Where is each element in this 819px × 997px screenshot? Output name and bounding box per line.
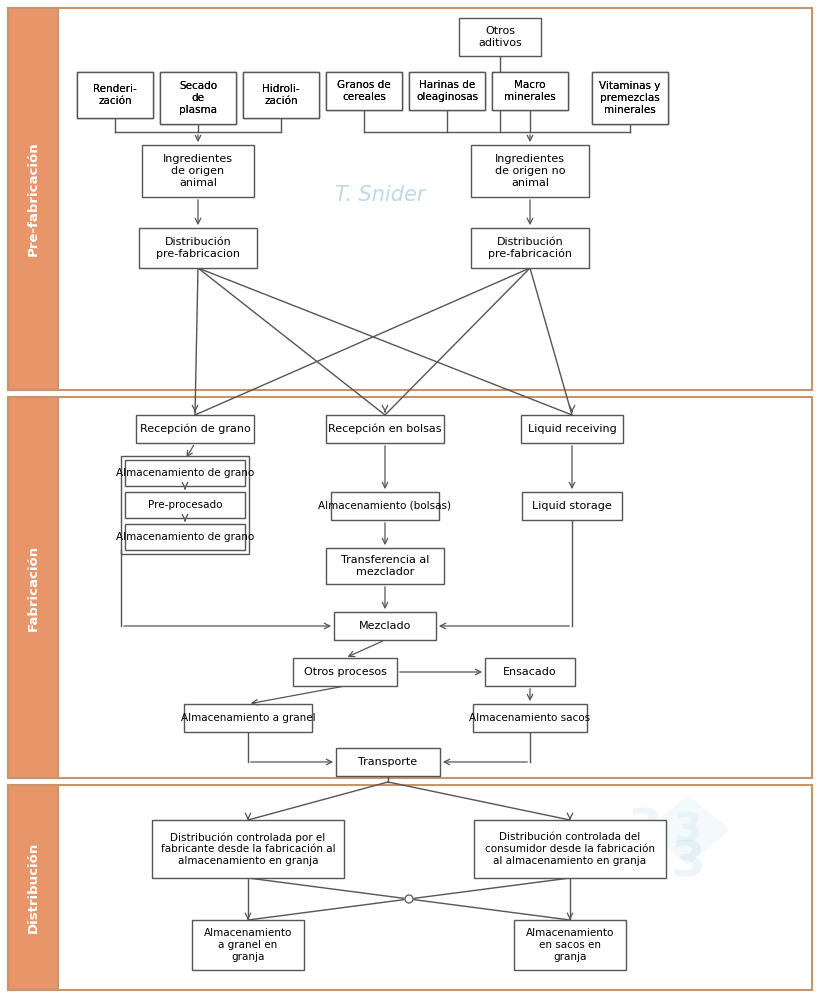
- Text: Ingredientes
de origen
animal: Ingredientes de origen animal: [163, 155, 233, 187]
- Text: Ensacado: Ensacado: [503, 667, 556, 677]
- Bar: [459, 18, 541, 56]
- Text: Renderi-
zación: Renderi- zación: [93, 84, 137, 106]
- Text: Recepción en bolsas: Recepción en bolsas: [328, 424, 441, 435]
- Text: Transferencia al
mezclador: Transferencia al mezclador: [341, 555, 428, 577]
- Text: Macro
minerales: Macro minerales: [504, 80, 555, 102]
- Bar: [292, 658, 396, 686]
- Text: Vitaminas y
premezclas
minerales: Vitaminas y premezclas minerales: [599, 82, 660, 115]
- Bar: [591, 72, 667, 124]
- Bar: [470, 145, 588, 197]
- Bar: [8, 397, 811, 778]
- Text: Macro
minerales: Macro minerales: [504, 80, 555, 102]
- Bar: [160, 72, 236, 124]
- Bar: [136, 415, 254, 443]
- Bar: [326, 415, 443, 443]
- Bar: [484, 658, 574, 686]
- Bar: [331, 492, 438, 520]
- Text: Granos de
cereales: Granos de cereales: [337, 80, 391, 102]
- Text: Almacenamiento sacos: Almacenamiento sacos: [468, 713, 590, 723]
- Bar: [8, 397, 58, 778]
- Text: Almacenamiento (bolsas): Almacenamiento (bolsas): [318, 501, 451, 511]
- Text: Harinas de
oleaginosas: Harinas de oleaginosas: [415, 80, 477, 102]
- Bar: [121, 456, 249, 554]
- Text: 3: 3: [631, 843, 658, 881]
- Text: Liquid storage: Liquid storage: [532, 501, 611, 511]
- Bar: [124, 524, 245, 550]
- Text: Granos de
cereales: Granos de cereales: [337, 80, 391, 102]
- Text: Vitaminas y
premezclas
minerales: Vitaminas y premezclas minerales: [599, 82, 660, 115]
- Bar: [522, 492, 622, 520]
- Text: Almacenamiento de grano: Almacenamiento de grano: [115, 468, 254, 478]
- Bar: [183, 704, 311, 732]
- Bar: [326, 72, 401, 110]
- Text: Harinas de
oleaginosas: Harinas de oleaginosas: [415, 80, 477, 102]
- Bar: [8, 8, 811, 390]
- Bar: [333, 612, 436, 640]
- Bar: [8, 785, 58, 990]
- Bar: [242, 72, 319, 118]
- Text: Pre-procesado: Pre-procesado: [147, 500, 222, 510]
- Text: Distribución
pre-fabricación: Distribución pre-fabricación: [487, 237, 572, 259]
- Text: 3: 3: [670, 838, 704, 886]
- Bar: [473, 820, 665, 878]
- Bar: [514, 920, 625, 970]
- Bar: [192, 920, 304, 970]
- Text: Otros
aditivos: Otros aditivos: [477, 26, 521, 48]
- Text: Distribución: Distribución: [26, 841, 39, 933]
- Bar: [124, 460, 245, 486]
- Text: Secado
de
plasma: Secado de plasma: [179, 82, 217, 115]
- Bar: [326, 72, 401, 110]
- Bar: [409, 72, 484, 110]
- Text: 3: 3: [627, 806, 662, 854]
- Text: Ingredientes
de origen no
animal: Ingredientes de origen no animal: [494, 155, 564, 187]
- Text: Mezclado: Mezclado: [359, 621, 410, 631]
- Text: Hidroli-
zación: Hidroli- zación: [262, 84, 300, 106]
- Text: Almacenamiento a granel: Almacenamiento a granel: [180, 713, 315, 723]
- Text: Hidroli-
zación: Hidroli- zación: [262, 84, 300, 106]
- Bar: [473, 704, 586, 732]
- Bar: [491, 72, 568, 110]
- Text: Distribución controlada del
consumidor desde la fabricación
al almacenamiento en: Distribución controlada del consumidor d…: [484, 832, 654, 865]
- Bar: [152, 820, 344, 878]
- Text: Distribución controlada por el
fabricante desde la fabricación al
almacenamiento: Distribución controlada por el fabricant…: [161, 832, 335, 865]
- Text: Almacenamiento
a granel en
granja: Almacenamiento a granel en granja: [204, 928, 292, 961]
- Text: Otros procesos: Otros procesos: [303, 667, 386, 677]
- Text: Pre-fabricación: Pre-fabricación: [26, 142, 39, 256]
- Text: Secado
de
plasma: Secado de plasma: [179, 82, 217, 115]
- Bar: [336, 748, 440, 776]
- Text: T. Snider: T. Snider: [334, 185, 425, 205]
- Bar: [139, 228, 256, 268]
- Bar: [242, 72, 319, 118]
- Bar: [8, 8, 58, 390]
- Bar: [8, 785, 811, 990]
- Bar: [142, 145, 254, 197]
- Bar: [124, 492, 245, 518]
- Bar: [160, 72, 236, 124]
- Text: Distribución
pre-fabricacion: Distribución pre-fabricacion: [156, 237, 240, 259]
- Bar: [326, 548, 443, 584]
- Bar: [409, 72, 484, 110]
- Text: Liquid receiving: Liquid receiving: [527, 424, 616, 434]
- Text: Recepción de grano: Recepción de grano: [139, 424, 250, 435]
- Bar: [520, 415, 622, 443]
- Circle shape: [405, 895, 413, 903]
- Bar: [491, 72, 568, 110]
- Text: Almacenamiento de grano: Almacenamiento de grano: [115, 532, 254, 542]
- Text: Transporte: Transporte: [358, 757, 417, 767]
- Text: Fabricación: Fabricación: [26, 544, 39, 630]
- Polygon shape: [645, 795, 729, 865]
- Bar: [77, 72, 153, 118]
- Bar: [77, 72, 153, 118]
- Text: 3: 3: [673, 811, 701, 849]
- Text: Renderi-
zación: Renderi- zación: [93, 84, 137, 106]
- Text: Almacenamiento
en sacos en
granja: Almacenamiento en sacos en granja: [525, 928, 613, 961]
- Bar: [470, 228, 588, 268]
- Bar: [591, 72, 667, 124]
